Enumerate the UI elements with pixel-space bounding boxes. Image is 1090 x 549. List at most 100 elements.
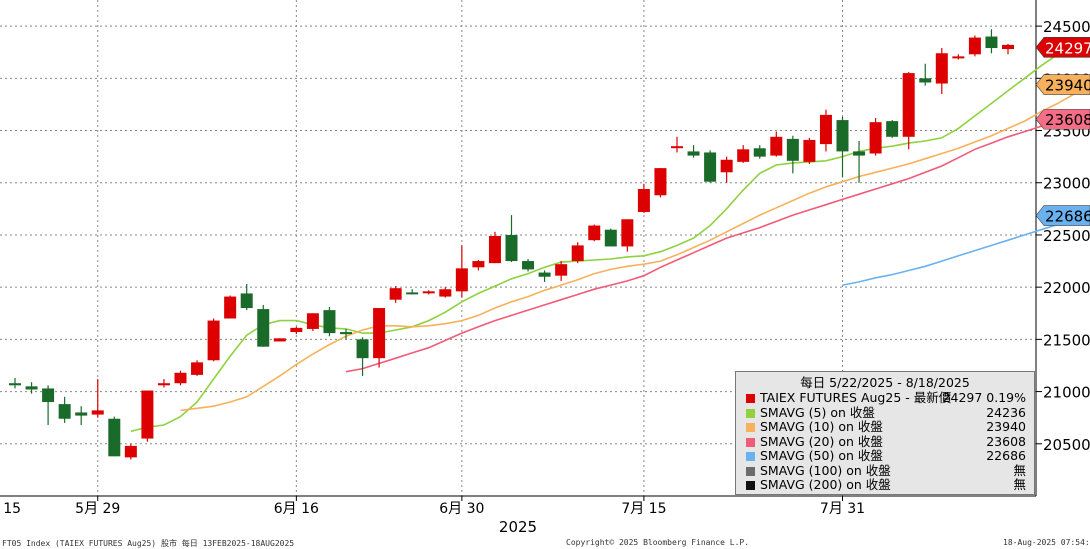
candle-body xyxy=(141,391,153,439)
price-tag-label: 24297 xyxy=(1045,39,1090,57)
candle-body xyxy=(654,168,666,195)
candle-body xyxy=(803,140,815,162)
candle xyxy=(870,118,882,156)
legend-swatch xyxy=(746,452,755,461)
x-axis-title: 2025 xyxy=(499,518,537,536)
candle-body xyxy=(290,328,302,332)
candle-body xyxy=(506,235,518,261)
candle-body xyxy=(42,388,54,402)
x-tick-label: 6月 16 xyxy=(274,501,319,517)
price-tag: 23940 xyxy=(1036,75,1090,95)
candle-body xyxy=(439,289,451,296)
legend-row: SMAVG (20) on 收盤 23608 xyxy=(736,435,1034,450)
y-tick-label: 21000 xyxy=(1043,384,1090,402)
candle-body xyxy=(936,53,948,83)
candle-body xyxy=(588,226,600,241)
legend-row: SMAVG (50) on 收盤 22686 xyxy=(736,449,1034,464)
candle-body xyxy=(853,151,865,155)
candle xyxy=(489,232,501,263)
legend-swatch xyxy=(746,394,755,403)
candle-body xyxy=(92,410,104,414)
candle-body xyxy=(837,120,849,151)
candle-body xyxy=(903,73,915,137)
candle-body xyxy=(522,261,534,269)
candle xyxy=(605,229,617,247)
candle-body xyxy=(688,151,700,155)
candle-body xyxy=(489,236,501,263)
candle-body xyxy=(638,189,650,212)
legend-value: 無 xyxy=(1013,464,1026,479)
legend-label: SMAVG (10) on 收盤 xyxy=(760,419,883,434)
candle-body xyxy=(390,288,402,299)
price-tag-label: 23940 xyxy=(1045,77,1090,95)
footer-source: FT05 Index (TAIEX FUTURES Aug25) 股市 每日 1… xyxy=(2,538,294,549)
legend-swatch xyxy=(746,481,755,490)
price-tag-label: 22686 xyxy=(1045,208,1090,226)
candle-body xyxy=(26,386,38,389)
candle xyxy=(257,305,269,347)
legend-value: 24236 xyxy=(986,406,1026,421)
candle-body xyxy=(555,264,567,275)
x-tick-label: 7月 31 xyxy=(820,501,865,517)
y-tick-label: 21500 xyxy=(1043,331,1090,349)
candle-body xyxy=(985,37,997,48)
candle-body xyxy=(952,56,964,58)
candle-body xyxy=(605,230,617,247)
candle-body xyxy=(472,261,484,267)
price-tag: 22686 xyxy=(1036,206,1090,226)
candle-body xyxy=(539,273,551,277)
candle-body xyxy=(423,291,435,293)
candle xyxy=(323,307,335,336)
footer-copyright: Copyright© 2025 Bloomberg Finance L.P. xyxy=(566,538,749,547)
x-tick-label: 8月 15 xyxy=(0,501,21,517)
y-tick-label: 22000 xyxy=(1043,279,1090,297)
candle-body xyxy=(770,137,782,156)
candle-body xyxy=(108,419,120,457)
candle xyxy=(224,296,236,319)
legend-label: SMAVG (200) on 收盤 xyxy=(760,477,891,492)
candle xyxy=(274,338,286,341)
candle xyxy=(654,168,666,197)
candle xyxy=(704,150,716,182)
candle-body xyxy=(704,152,716,181)
legend-label: SMAVG (100) on 收盤 xyxy=(760,463,891,478)
candle-body xyxy=(340,332,352,334)
candle-body xyxy=(737,149,749,162)
candle-body xyxy=(787,139,799,161)
candle xyxy=(191,360,203,376)
y-tick-label: 20500 xyxy=(1043,436,1090,454)
candle xyxy=(125,444,137,460)
y-tick-label: 22500 xyxy=(1043,227,1090,245)
legend-value: 無 xyxy=(1013,478,1026,493)
candle-body xyxy=(158,383,170,385)
candle-body xyxy=(969,38,981,55)
y-tick-label: 23000 xyxy=(1043,175,1090,193)
legend-title: 每日 5/22/2025 - 8/18/2025 xyxy=(736,375,1034,391)
candle-body xyxy=(820,115,832,144)
candle xyxy=(969,36,981,57)
legend-label: SMAVG (5) on 收盤 xyxy=(760,405,875,420)
legend-row: SMAVG (5) on 收盤 24236 xyxy=(736,406,1034,421)
legend-label: SMAVG (20) on 收盤 xyxy=(760,434,883,449)
candle-body xyxy=(373,308,385,358)
candle-body xyxy=(572,245,584,261)
candle xyxy=(307,313,319,331)
candle-body xyxy=(191,362,203,375)
legend-value: 22686 xyxy=(986,449,1026,464)
candle-body xyxy=(406,292,418,294)
legend-row: SMAVG (100) on 收盤 無 xyxy=(736,464,1034,479)
price-tag: 23608 xyxy=(1036,109,1090,129)
candle xyxy=(108,417,120,457)
y-tick-label: 24500 xyxy=(1043,18,1090,36)
x-tick-label: 5月 29 xyxy=(75,501,120,517)
legend-value: 24297 0.19% xyxy=(943,391,1026,406)
candle-body xyxy=(224,297,236,319)
candle-body xyxy=(59,404,71,419)
candle-body xyxy=(456,268,468,291)
legend-value: 23608 xyxy=(986,435,1026,450)
legend-label: SMAVG (50) on 收盤 xyxy=(760,448,883,463)
legend-row: SMAVG (200) on 收盤 無 xyxy=(736,478,1034,493)
candle-body xyxy=(886,121,898,137)
